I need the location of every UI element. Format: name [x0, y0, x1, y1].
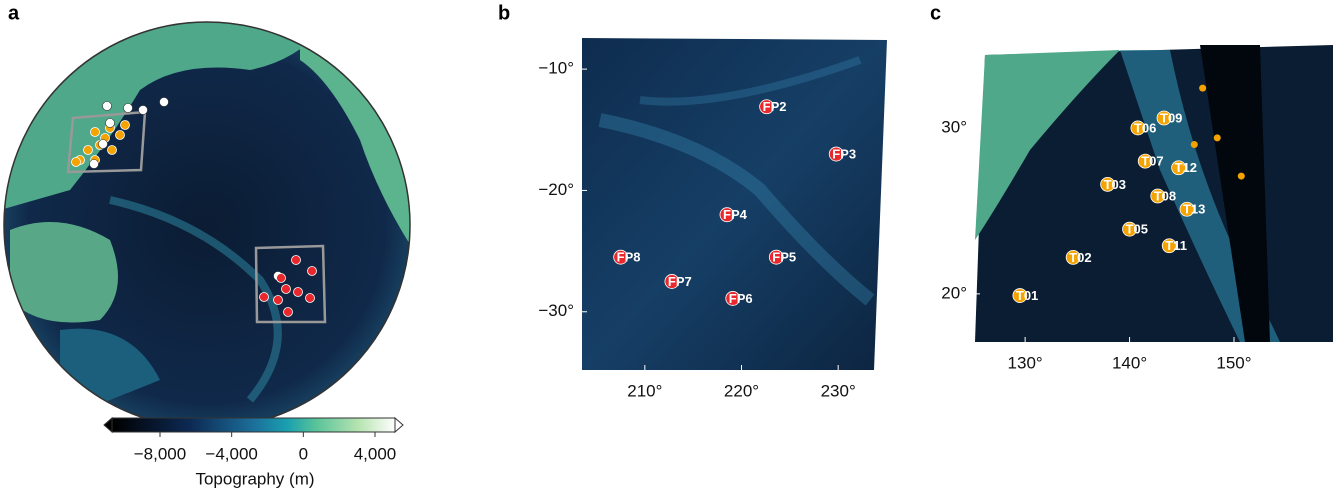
station-label: T13	[1183, 202, 1205, 217]
station	[1012, 288, 1028, 303]
station	[1130, 120, 1146, 136]
station	[1065, 249, 1081, 265]
station	[725, 291, 741, 306]
colorbar-tick-label: 4,000	[354, 444, 397, 463]
y-tick-label: −30°	[538, 301, 574, 320]
station-label: T02	[1069, 250, 1091, 265]
station	[1100, 176, 1116, 192]
y-tick-label: −20°	[538, 180, 574, 199]
y-tick-label: −10°	[538, 59, 574, 78]
station-label: FP6	[729, 291, 753, 306]
station	[759, 99, 775, 115]
station-label: FP3	[832, 146, 856, 161]
globe-map	[3, 21, 411, 429]
station	[613, 249, 629, 265]
x-tick-label: 210°	[627, 381, 662, 400]
station-label: T08	[1154, 188, 1176, 203]
station-label: FP4	[723, 207, 748, 222]
station-label: T03	[1104, 177, 1126, 192]
station-label: FP8	[617, 250, 641, 265]
colorbar-tick-label: −8,000	[134, 444, 186, 463]
map-b	[582, 38, 887, 370]
station-label: T11	[1165, 238, 1187, 253]
station	[1122, 221, 1137, 237]
panel-letter: b	[498, 2, 510, 24]
y-tick-label: 20°	[941, 283, 967, 302]
station	[1161, 238, 1177, 254]
station	[664, 274, 680, 289]
station-label: FP5	[772, 250, 796, 265]
x-tick-label: 220°	[724, 381, 759, 400]
colorbar-tick-label: 0	[299, 444, 308, 463]
x-tick-label: 130°	[1008, 353, 1043, 372]
y-tick-label: 30°	[941, 117, 967, 136]
station-label: T06	[1134, 120, 1156, 135]
station	[768, 249, 784, 265]
station	[719, 207, 735, 223]
point	[1190, 141, 1198, 149]
x-tick-label: 230°	[821, 381, 856, 400]
station	[1179, 201, 1195, 217]
station-label: FP7	[668, 274, 692, 289]
station	[1137, 153, 1153, 169]
x-tick-label: 150°	[1216, 353, 1251, 372]
point	[1213, 134, 1221, 142]
colorbar-label: Topography (m)	[195, 469, 314, 488]
station-label: T01	[1016, 288, 1038, 303]
station-label: T07	[1141, 154, 1163, 169]
panel-letter: a	[8, 2, 20, 24]
station	[1171, 160, 1187, 176]
station	[1150, 188, 1166, 204]
point	[1237, 172, 1245, 180]
station-label: FP2	[763, 99, 787, 114]
station-label: T05	[1126, 222, 1148, 237]
station-label: T09	[1160, 110, 1182, 125]
x-tick-label: 140°	[1112, 353, 1147, 372]
point	[1199, 84, 1207, 92]
station-label: T12	[1175, 160, 1197, 175]
colorbar	[103, 416, 404, 434]
station	[828, 146, 844, 162]
colorbar-tick-label: −4,000	[205, 444, 257, 463]
station	[1156, 110, 1172, 126]
panel-letter: c	[930, 2, 941, 24]
